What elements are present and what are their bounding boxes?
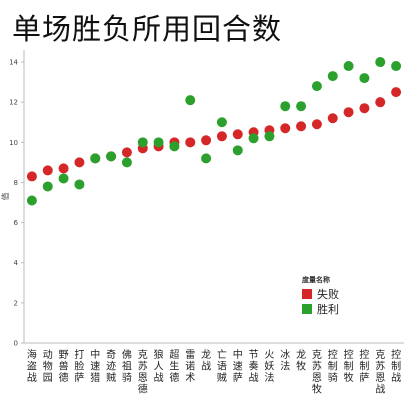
data-point-win [248,133,259,144]
data-point-win [264,131,275,142]
legend-swatch [302,304,312,314]
data-point-loss [201,135,212,146]
data-point-win [296,101,307,112]
x-category-label: 控制牧 [344,348,354,384]
x-category-label: 控制萨 [359,348,369,384]
data-point-win [359,73,370,84]
x-category-label: 节奏战 [249,349,259,384]
x-category-label: 超生德 [169,348,179,384]
data-point-win [58,173,69,184]
data-point-loss [232,129,243,140]
y-tick-label: 14 [9,59,18,67]
data-point-win [185,95,196,106]
data-point-win [42,181,53,192]
x-category-label: 奇迹贼 [106,348,116,384]
data-point-loss [391,87,402,98]
data-point-loss [42,165,53,176]
x-category-label: 野兽德 [59,349,69,384]
x-category-label: 龙牧 [296,348,306,373]
data-point-win [153,137,164,148]
x-category-label: 控制骑 [328,348,338,384]
data-point-loss [296,121,307,132]
x-category-label: 克苏恩牧 [312,349,322,396]
x-category-label: 冰法 [280,348,290,373]
data-point-win [121,157,132,168]
y-tick-label: 0 [14,340,18,348]
data-point-loss [74,157,85,168]
legend-swatch [302,289,312,299]
data-point-win [375,57,386,68]
data-point-win [391,61,402,72]
data-point-loss [311,119,322,130]
x-category-label: 火妖法 [264,349,274,384]
y-axis-label: 值 [0,193,10,201]
data-point-loss [185,137,196,148]
x-category-label: 克苏恩战 [375,349,385,396]
x-category-label: 中速猎 [90,348,100,384]
x-category-label: 控制战 [391,348,401,384]
data-point-loss [359,103,370,114]
y-tick-label: 2 [14,299,18,307]
y-tick-label: 12 [9,99,18,107]
legend-label: 失败 [317,287,339,301]
data-point-win [232,145,243,156]
x-category-label: 克苏恩德 [138,349,148,396]
data-point-win [169,141,180,152]
data-point-loss [26,171,37,182]
data-point-loss [216,131,227,142]
x-category-label: 龙战 [201,348,211,373]
data-point-win [327,71,338,82]
x-category-label: 亡语贼 [217,348,227,384]
data-point-win [106,151,117,162]
y-tick-label: 6 [14,219,19,227]
y-tick-label: 8 [14,179,18,187]
x-category-label: 打脸萨 [74,348,84,384]
data-point-loss [343,107,354,118]
data-point-win [74,179,85,190]
data-point-win [26,195,37,206]
x-category-label: 海盗战 [27,348,37,384]
data-point-win [201,153,212,164]
y-tick-label: 10 [9,139,18,147]
data-point-loss [327,113,338,124]
data-point-win [216,117,227,128]
legend-label: 胜利 [317,302,339,316]
data-point-loss [280,123,291,134]
y-tick-label: 4 [14,259,19,267]
x-category-label: 佛祖骑 [122,348,132,384]
data-point-win [280,101,291,112]
data-point-win [311,81,322,92]
x-category-label: 狼人战 [154,348,164,384]
x-category-label: 雷诺术 [185,349,195,384]
data-point-loss [58,163,69,174]
data-point-win [90,153,101,164]
data-point-win [343,61,354,72]
x-category-label: 中速萨 [233,348,243,384]
x-category-label: 动物园 [43,349,53,384]
data-point-win [137,137,148,148]
data-point-loss [375,97,386,108]
legend-title: 度量名称 [302,275,330,284]
chart-title: 单场胜负所用回合数 [12,12,283,46]
data-point-loss [121,147,132,158]
